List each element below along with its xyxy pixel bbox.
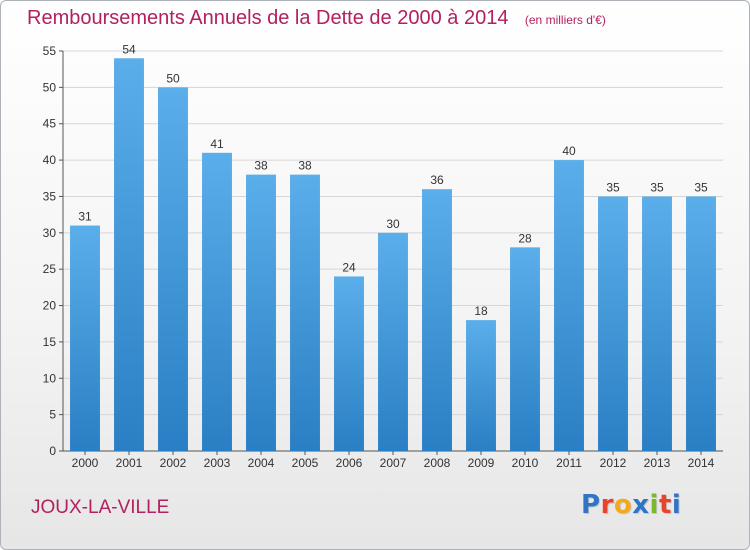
bar (246, 174, 276, 452)
y-tick-label: 35 (43, 189, 57, 203)
bar (202, 152, 232, 451)
y-tick-label: 30 (43, 226, 57, 240)
x-tick-label: 2002 (160, 456, 187, 470)
bar-value-label: 50 (166, 71, 180, 85)
x-tick-label: 2000 (72, 456, 99, 470)
logo-letter: i (671, 490, 682, 520)
bar-value-label: 35 (650, 180, 664, 194)
bar (334, 276, 364, 451)
y-tick-label: 0 (49, 444, 56, 458)
logo-letter: o (613, 490, 633, 520)
bar-value-label: 54 (122, 42, 136, 56)
chart-title: Remboursements Annuels de la Dette de 20… (27, 7, 509, 29)
bar-value-label: 36 (430, 173, 444, 187)
bar (510, 247, 540, 451)
bar-value-label: 18 (474, 304, 488, 318)
bar (422, 189, 452, 451)
bar (466, 320, 496, 451)
bar-value-label: 38 (254, 159, 268, 173)
y-tick-label: 10 (43, 371, 57, 385)
logo-letter: x (632, 490, 650, 520)
logo-letter: P (581, 490, 601, 520)
x-tick-label: 2011 (556, 456, 582, 470)
y-tick-label: 25 (43, 262, 57, 276)
bar-value-label: 38 (298, 159, 312, 173)
bar-value-label: 35 (606, 180, 620, 194)
logo-letter: t (658, 490, 672, 520)
logo-letter: r (600, 490, 614, 520)
bar-value-label: 31 (78, 210, 92, 224)
bar-value-label: 28 (518, 231, 532, 245)
bar (642, 196, 672, 451)
y-tick-label: 15 (43, 335, 57, 349)
bar-value-label: 35 (694, 180, 708, 194)
logo-letter: i (649, 490, 659, 520)
x-tick-label: 2007 (380, 456, 407, 470)
labels: 0 5 10 15 20 25 30 35 40 45 50 55 31 2000 54 2001 50 2002… (43, 42, 715, 470)
y-tick-label: 45 (43, 117, 57, 131)
x-tick-label: 2008 (424, 456, 451, 470)
x-tick-label: 2013 (644, 456, 671, 470)
bar-value-label: 40 (562, 144, 576, 158)
x-tick-label: 2014 (688, 456, 715, 470)
y-tick-label: 5 (49, 408, 56, 422)
bar-value-label: 41 (210, 137, 224, 151)
x-tick-label: 2005 (292, 456, 319, 470)
x-tick-label: 2004 (248, 456, 275, 470)
x-tick-label: 2003 (204, 456, 231, 470)
y-tick-label: 55 (43, 44, 57, 58)
chart-title-row: Remboursements Annuels de la Dette de 20… (27, 7, 606, 30)
unit-note: (en milliers d'€) (524, 13, 606, 27)
x-tick-label: 2009 (468, 456, 495, 470)
x-tick-label: 2006 (336, 456, 363, 470)
y-tick-label: 50 (43, 80, 57, 94)
commune-name: JOUX-LA-VILLE (31, 497, 170, 518)
bar (70, 225, 100, 451)
bar (114, 58, 144, 451)
y-tick-label: 20 (43, 299, 57, 313)
x-tick-label: 2010 (512, 456, 539, 470)
bar (158, 87, 188, 451)
bar (378, 232, 408, 451)
x-tick-label: 2012 (600, 456, 627, 470)
bar-value-label: 24 (342, 260, 356, 274)
bar-value-label: 30 (386, 217, 400, 231)
bar (554, 160, 584, 451)
x-tick-label: 2001 (116, 456, 143, 470)
y-tick-label: 40 (43, 153, 57, 167)
proxiti-logo: Proxiti (581, 490, 681, 520)
bar (686, 196, 716, 451)
bar (290, 174, 320, 452)
bar (598, 196, 628, 451)
bars (70, 58, 716, 452)
